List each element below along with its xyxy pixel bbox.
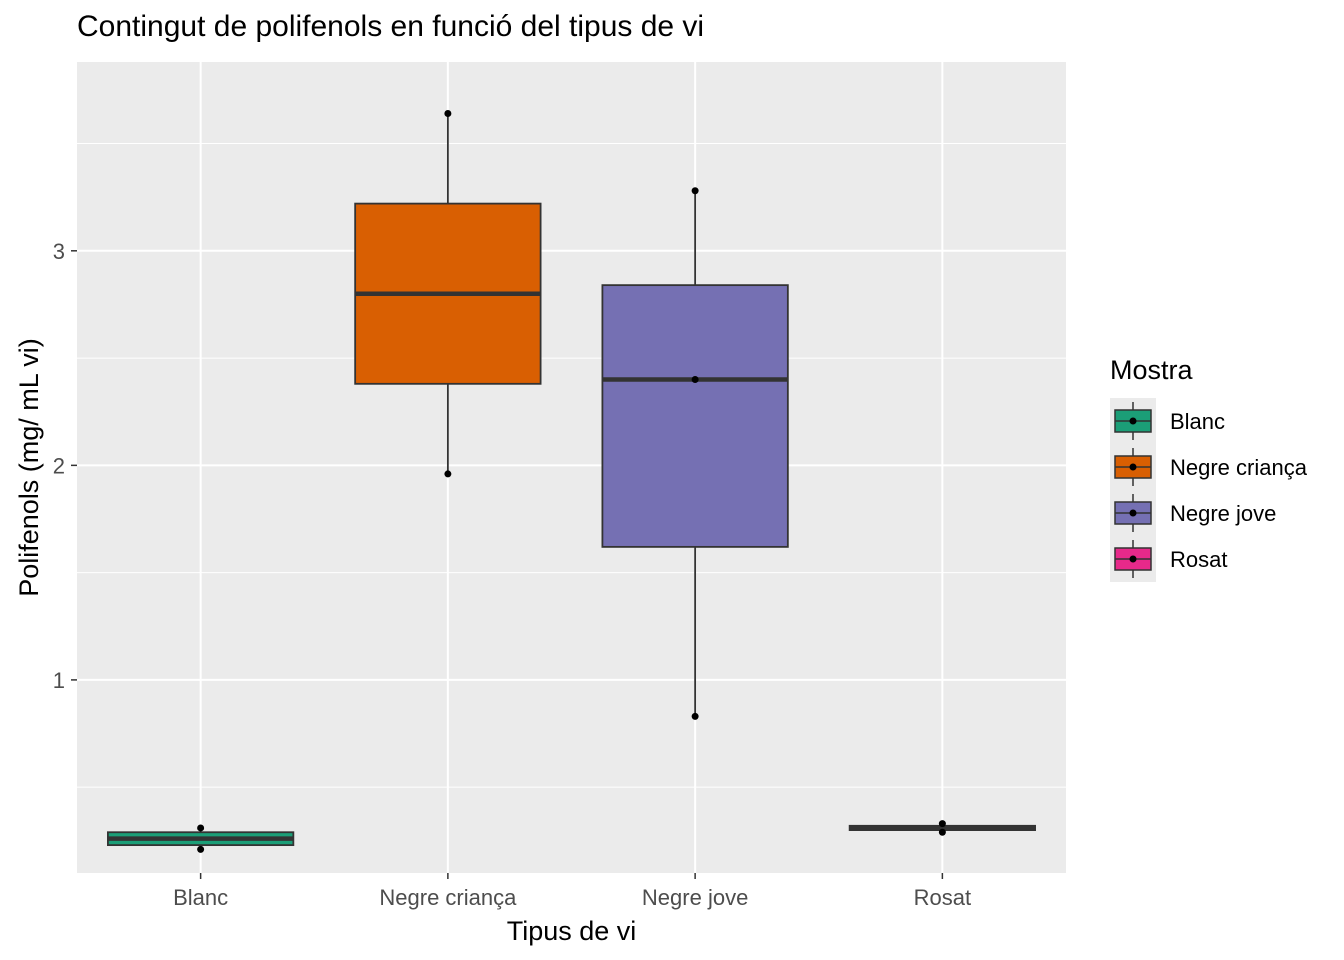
plot-panel	[77, 62, 1066, 873]
box-rosat	[848, 820, 1036, 836]
legend-title: Mostra	[1110, 355, 1194, 385]
data-point	[691, 712, 699, 720]
y-tick-label: 1	[53, 668, 65, 693]
legend-label: Negre criança	[1170, 455, 1308, 480]
y-tick-label: 2	[53, 453, 65, 478]
legend-label: Negre jove	[1170, 501, 1276, 526]
legend-key-point	[1129, 555, 1137, 563]
box-body	[601, 284, 789, 548]
data-point	[691, 376, 699, 384]
legend-item: Blanc	[1114, 402, 1225, 440]
boxes	[107, 109, 1036, 853]
x-tick-label: Blanc	[173, 885, 228, 910]
y-axis: 1 2 3	[53, 239, 77, 693]
legend-key-point	[1129, 509, 1137, 517]
legend-item: Negre criança	[1114, 448, 1308, 486]
legend-label: Rosat	[1170, 547, 1227, 572]
legend-key-point	[1129, 463, 1137, 471]
data-point	[197, 845, 205, 853]
data-point	[938, 828, 946, 836]
data-point	[938, 820, 946, 828]
data-point	[691, 187, 699, 195]
data-point	[197, 824, 205, 832]
legend-item: Rosat	[1114, 540, 1227, 578]
x-tick-label: Rosat	[914, 885, 971, 910]
grid-minor	[77, 143, 1066, 788]
x-tick-label: Negre jove	[642, 885, 748, 910]
legend-key-point	[1129, 417, 1137, 425]
y-tick-label: 3	[53, 239, 65, 264]
box-negre-crian-a	[354, 109, 542, 478]
box-blanc	[107, 824, 295, 853]
x-axis-title: Tipus de vi	[507, 916, 637, 946]
x-axis: Blanc Negre criança Negre jove Rosat	[173, 873, 971, 910]
chart-title: Contingut de polifenols en funció del ti…	[77, 10, 705, 43]
box-negre-jove	[601, 187, 789, 720]
data-point	[444, 470, 452, 478]
legend-item: Negre jove	[1114, 494, 1276, 532]
legend-label: Blanc	[1170, 409, 1225, 434]
y-axis-title: Polifenols (mg/ mL vi)	[14, 338, 44, 597]
data-point	[444, 109, 452, 117]
legend: Mostra Blanc Negre criança Negre jove Rosat	[1110, 355, 1308, 582]
x-tick-label: Negre criança	[379, 885, 517, 910]
